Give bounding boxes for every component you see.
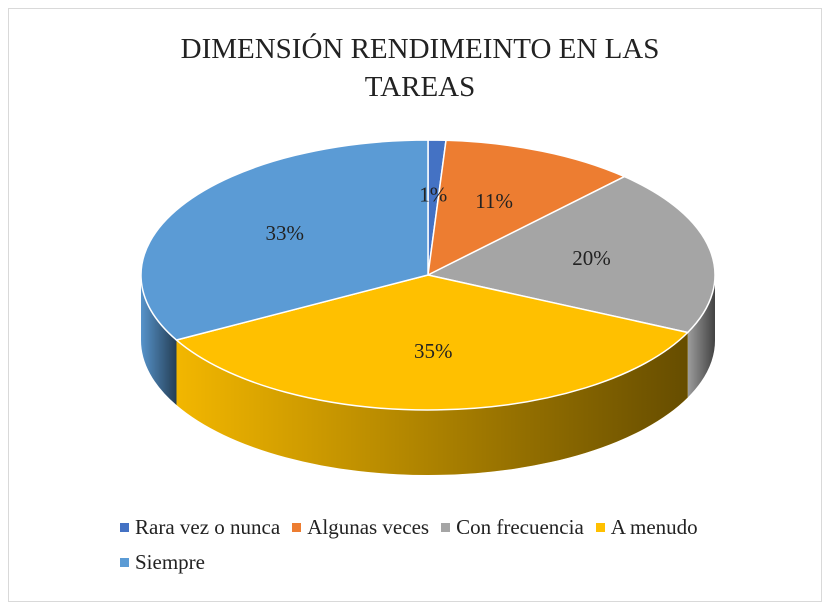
pie-slice	[427, 139, 627, 277]
legend-item: Siempre	[120, 550, 205, 575]
pie-slice	[140, 139, 429, 341]
legend-swatch	[120, 523, 129, 532]
data-label: 20%	[572, 246, 611, 270]
data-label: 1%	[419, 183, 447, 207]
pie-slice	[425, 175, 716, 334]
legend-item: Con frecuencia	[441, 515, 584, 540]
chart-frame	[8, 8, 822, 602]
legend-swatch	[292, 523, 302, 532]
legend-item: Algunas veces	[292, 515, 429, 540]
legend-swatch	[595, 523, 605, 532]
pie-slice	[174, 274, 690, 411]
legend-label: Con frecuencia	[456, 515, 584, 539]
legend-label: Algunas veces	[307, 515, 430, 539]
legend: Rara vez o nunca Algunas veces Con frecuen…	[120, 515, 760, 575]
legend-label: A menudo	[610, 515, 698, 539]
data-label: 33%	[265, 221, 304, 245]
legend-swatch	[441, 523, 451, 532]
legend-label: Siempre	[135, 550, 205, 574]
chart-title: DIMENSIÓN RENDIMEINTO EN LAS TAREAS	[180, 33, 660, 103]
pie-side-shade	[141, 275, 177, 406]
legend-item: A menudo	[595, 515, 698, 540]
legend-label: Rara vez o nunca	[135, 515, 281, 539]
pie-side-shade	[176, 332, 688, 475]
data-label: 11%	[475, 189, 513, 213]
data-label: 35%	[414, 339, 453, 363]
legend-swatch	[120, 558, 129, 567]
legend-item: Rara vez o nunca	[120, 515, 280, 540]
